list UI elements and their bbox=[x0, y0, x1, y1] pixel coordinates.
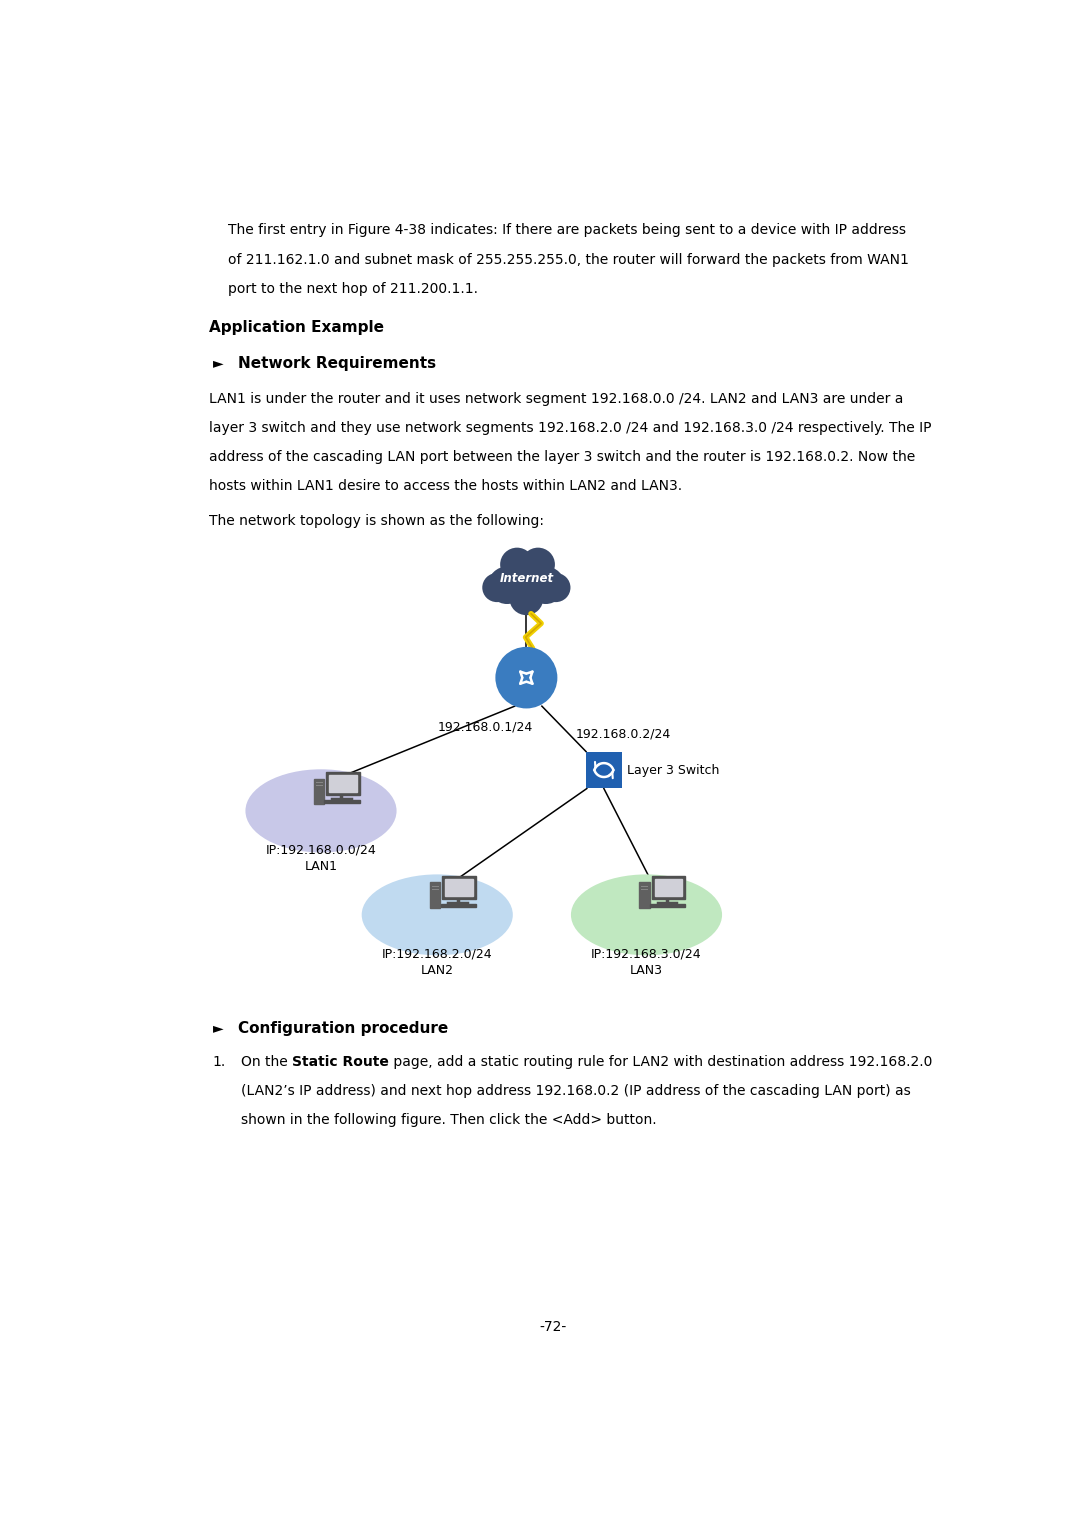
Circle shape bbox=[504, 556, 549, 600]
FancyBboxPatch shape bbox=[441, 904, 476, 907]
Text: Network Requirements: Network Requirements bbox=[238, 356, 436, 371]
Text: Layer 3 Switch: Layer 3 Switch bbox=[627, 764, 719, 777]
Text: On the: On the bbox=[241, 1055, 293, 1069]
Ellipse shape bbox=[245, 770, 396, 852]
Text: IP:192.168.3.0/24: IP:192.168.3.0/24 bbox=[591, 947, 702, 960]
Text: The first entry in Figure 4-38 indicates: If there are packets being sent to a d: The first entry in Figure 4-38 indicates… bbox=[228, 223, 906, 237]
Text: Application Example: Application Example bbox=[208, 319, 383, 334]
FancyBboxPatch shape bbox=[324, 800, 360, 803]
Ellipse shape bbox=[571, 875, 723, 956]
Text: 1.: 1. bbox=[213, 1055, 226, 1069]
Text: LAN1: LAN1 bbox=[305, 860, 337, 873]
Text: -72-: -72- bbox=[540, 1321, 567, 1335]
Text: 192.168.0.1/24: 192.168.0.1/24 bbox=[437, 721, 532, 733]
Text: ►: ► bbox=[213, 1022, 224, 1035]
Text: LAN3: LAN3 bbox=[630, 964, 663, 977]
FancyBboxPatch shape bbox=[326, 773, 360, 796]
Text: Configuration procedure: Configuration procedure bbox=[238, 1022, 448, 1037]
Text: Static Route: Static Route bbox=[293, 1055, 389, 1069]
Circle shape bbox=[541, 573, 570, 602]
Text: shown in the following figure. Then click the <Add> button.: shown in the following figure. Then clic… bbox=[241, 1113, 657, 1127]
Circle shape bbox=[496, 647, 557, 709]
FancyBboxPatch shape bbox=[313, 779, 324, 803]
FancyBboxPatch shape bbox=[654, 880, 683, 896]
Text: (LAN2’s IP address) and next hop address 192.168.0.2 (IP address of the cascadin: (LAN2’s IP address) and next hop address… bbox=[241, 1084, 910, 1098]
Circle shape bbox=[483, 573, 512, 602]
FancyBboxPatch shape bbox=[443, 876, 476, 899]
Text: layer 3 switch and they use network segments 192.168.2.0 /24 and 192.168.3.0 /24: layer 3 switch and they use network segm… bbox=[208, 421, 931, 435]
Circle shape bbox=[527, 567, 565, 605]
FancyBboxPatch shape bbox=[639, 883, 649, 909]
Text: address of the cascading LAN port between the layer 3 switch and the router is 1: address of the cascading LAN port betwee… bbox=[208, 450, 915, 464]
Text: hosts within LAN1 desire to access the hosts within LAN2 and LAN3.: hosts within LAN1 desire to access the h… bbox=[208, 479, 681, 493]
Text: 192.168.0.2/24: 192.168.0.2/24 bbox=[576, 728, 672, 741]
FancyBboxPatch shape bbox=[586, 753, 622, 788]
Text: port to the next hop of 211.200.1.1.: port to the next hop of 211.200.1.1. bbox=[228, 282, 478, 296]
Circle shape bbox=[488, 567, 526, 605]
Circle shape bbox=[500, 548, 534, 582]
Text: IP:192.168.0.0/24: IP:192.168.0.0/24 bbox=[266, 843, 376, 857]
Text: Internet: Internet bbox=[499, 571, 553, 585]
FancyBboxPatch shape bbox=[651, 876, 686, 899]
FancyBboxPatch shape bbox=[329, 776, 356, 793]
Circle shape bbox=[510, 582, 543, 615]
Ellipse shape bbox=[362, 875, 513, 956]
Circle shape bbox=[521, 548, 555, 582]
FancyBboxPatch shape bbox=[430, 883, 441, 909]
Text: LAN2: LAN2 bbox=[421, 964, 454, 977]
Text: page, add a static routing rule for LAN2 with destination address 192.168.2.0: page, add a static routing rule for LAN2… bbox=[389, 1055, 932, 1069]
Text: The network topology is shown as the following:: The network topology is shown as the fol… bbox=[208, 515, 543, 528]
Text: LAN1 is under the router and it uses network segment 192.168.0.0 /24. LAN2 and L: LAN1 is under the router and it uses net… bbox=[208, 391, 903, 406]
Text: ►: ► bbox=[213, 356, 224, 371]
FancyBboxPatch shape bbox=[445, 880, 473, 896]
Text: of 211.162.1.0 and subnet mask of 255.255.255.0, the router will forward the pac: of 211.162.1.0 and subnet mask of 255.25… bbox=[228, 252, 909, 267]
FancyBboxPatch shape bbox=[650, 904, 685, 907]
Text: IP:192.168.2.0/24: IP:192.168.2.0/24 bbox=[382, 947, 492, 960]
